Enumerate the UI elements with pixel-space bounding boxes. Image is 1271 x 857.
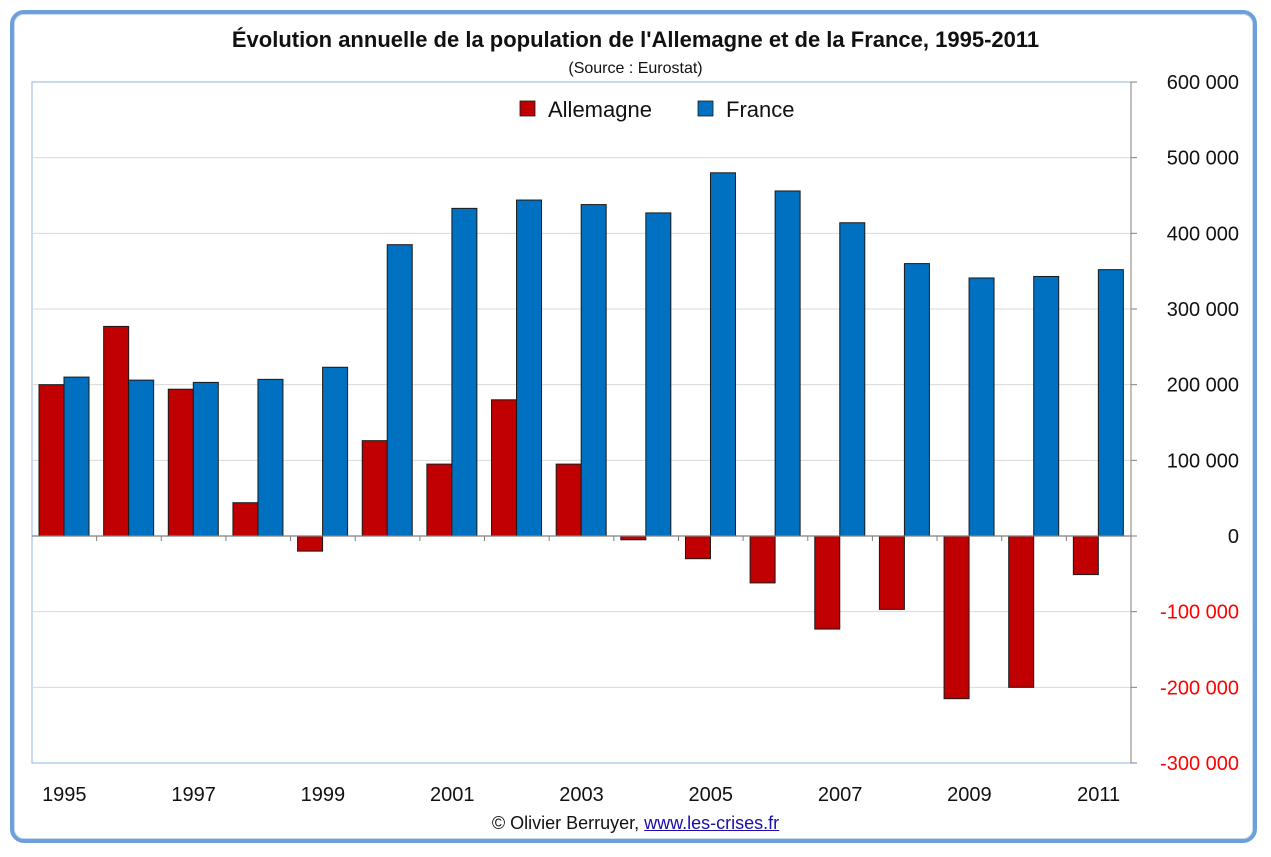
bar-allemagne-2011	[1072, 535, 1099, 576]
y-tick-label: -300 000	[1160, 753, 1239, 775]
y-tick-label: 300 000	[1167, 299, 1239, 321]
x-tick-label: 1999	[301, 784, 346, 806]
website-link[interactable]: www.les-crises.fr	[644, 813, 780, 833]
x-tick-label: 2011	[1077, 784, 1120, 806]
bar-allemagne-2009	[943, 535, 970, 700]
bar-france-1999	[322, 366, 349, 537]
bar-france-1995	[63, 376, 90, 537]
bar-france-1996	[128, 379, 155, 537]
bar-allemagne-2002	[491, 399, 518, 537]
y-tick-label: 400 000	[1167, 223, 1239, 245]
bar-france-2004	[645, 212, 672, 537]
bar-france-2008	[903, 263, 930, 537]
bar-france-2001	[451, 207, 478, 537]
y-tick-label: 500 000	[1167, 148, 1239, 170]
bar-france-2007	[839, 222, 866, 537]
legend: Allemagne France	[519, 97, 794, 122]
legend-swatch-allemagne	[519, 100, 536, 117]
bar-allemagne-2000	[361, 440, 388, 537]
bar-allemagne-2010	[1008, 535, 1035, 688]
x-tick-label: 2001	[430, 784, 475, 806]
bar-france-2009	[968, 277, 995, 537]
y-tick-label: -200 000	[1160, 677, 1239, 699]
y-tick-label: -100 000	[1160, 602, 1239, 624]
bar-allemagne-1995	[38, 384, 65, 537]
bar-france-2010	[1033, 275, 1060, 537]
bar-france-2003	[580, 204, 607, 537]
bar-allemagne-2006	[749, 535, 776, 584]
footer-credit: © Olivier Berruyer, www.les-crises.fr	[0, 813, 1271, 834]
bar-allemagne-1998	[232, 502, 259, 537]
legend-label-france: France	[726, 97, 794, 122]
x-tick-label: 1995	[42, 784, 87, 806]
x-tick-label: 2007	[818, 784, 863, 806]
bar-france-2000	[386, 244, 413, 537]
y-tick-label: 200 000	[1167, 375, 1239, 397]
bar-allemagne-2005	[684, 535, 711, 560]
bar-france-2006	[774, 190, 801, 537]
legend-swatch-france	[697, 100, 714, 117]
x-tick-label: 2009	[947, 784, 992, 806]
x-tick-label: 1997	[171, 784, 216, 806]
bar-allemagne-2008	[878, 535, 905, 610]
bar-france-1997	[192, 381, 219, 537]
x-tick-label: 2003	[559, 784, 604, 806]
bars	[38, 172, 1124, 700]
chart-subtitle: (Source : Eurostat)	[568, 60, 703, 77]
bar-allemagne-1999	[297, 535, 324, 552]
chart-title: Évolution annuelle de la population de l…	[231, 27, 1040, 52]
y-tick-label: 100 000	[1167, 450, 1239, 472]
y-tick-label: 0	[1228, 526, 1239, 548]
bar-france-1998	[257, 378, 284, 537]
bar-allemagne-2007	[814, 535, 841, 630]
credit-text: © Olivier Berruyer,	[491, 813, 645, 833]
bar-allemagne-2001	[426, 463, 453, 537]
x-tick-label: 2005	[689, 784, 734, 806]
y-tick-label: 600 000	[1167, 72, 1239, 94]
bar-allemagne-1996	[103, 325, 130, 537]
bar-allemagne-2003	[555, 463, 582, 537]
bar-france-2005	[709, 172, 736, 537]
legend-label-allemagne: Allemagne	[548, 97, 652, 122]
axes: 600 000 500 000 400 000 300 000 200 000 100 0…	[32, 72, 1239, 806]
bar-france-2002	[516, 199, 543, 537]
bar-france-2011	[1097, 269, 1124, 537]
bar-allemagne-1997	[167, 388, 194, 537]
